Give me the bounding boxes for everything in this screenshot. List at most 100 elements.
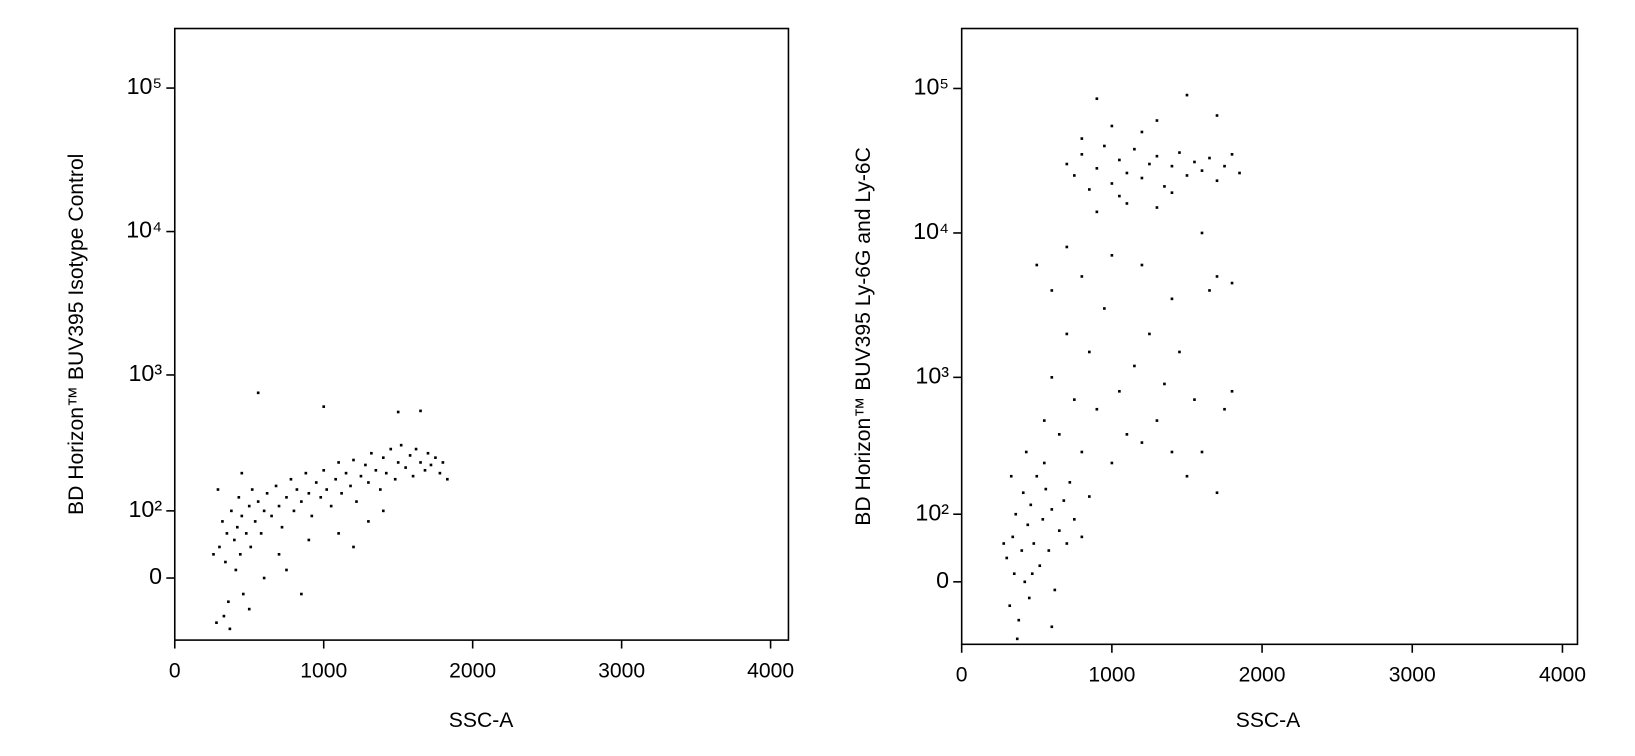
data-point [1163, 185, 1166, 188]
data-point [1080, 275, 1084, 278]
data-point [411, 474, 415, 478]
data-point [1223, 407, 1226, 411]
data-point [1020, 549, 1024, 552]
data-point [307, 492, 311, 495]
data-point [1012, 572, 1016, 576]
data-point [241, 592, 245, 596]
data-point [249, 545, 253, 549]
data-point [1073, 174, 1076, 177]
data-point [374, 468, 378, 472]
data-point [1155, 419, 1159, 422]
data-point [319, 496, 323, 499]
data-point [370, 451, 373, 455]
data-point [1065, 162, 1069, 166]
data-point [1026, 523, 1030, 527]
data-point [1125, 202, 1129, 205]
y-tick-label: 10³ [915, 362, 949, 388]
data-point [225, 532, 229, 535]
data-point [244, 532, 248, 535]
y-tick-label: 10² [915, 499, 949, 525]
data-point [1030, 572, 1034, 576]
data-point [1110, 461, 1114, 465]
x-tick-label: 1000 [300, 659, 347, 682]
data-point [1185, 93, 1189, 97]
data-point [1032, 542, 1036, 545]
x-tick-label: 4000 [1539, 664, 1586, 687]
data-point [446, 477, 449, 481]
data-point [404, 466, 407, 469]
data-point [1008, 604, 1012, 608]
data-point [1208, 156, 1211, 160]
data-point [352, 545, 355, 549]
y-tick-label: 0 [936, 567, 949, 593]
data-point [1095, 210, 1099, 214]
data-point [1065, 542, 1069, 545]
data-point [364, 463, 367, 467]
data-point [1050, 625, 1054, 629]
data-point [1118, 194, 1121, 198]
data-point [340, 492, 343, 495]
data-point [292, 509, 296, 513]
data-point [1050, 508, 1054, 511]
data-point [1080, 137, 1084, 140]
data-point [396, 410, 400, 414]
data-point [1068, 481, 1072, 484]
data-point [1011, 535, 1015, 539]
data-point [1047, 549, 1051, 552]
data-point [1148, 162, 1151, 166]
data-point [1103, 144, 1106, 148]
data-point [1125, 433, 1129, 436]
data-point [300, 592, 303, 596]
data-point [1170, 450, 1174, 454]
data-point [1118, 389, 1121, 393]
data-point [1041, 518, 1045, 521]
data-point [381, 509, 385, 513]
data-point [1140, 263, 1144, 267]
data-point [259, 532, 263, 535]
data-point [1148, 332, 1151, 336]
data-point [1073, 398, 1076, 401]
data-point [438, 471, 442, 475]
data-point [1080, 153, 1084, 156]
data-point [1038, 564, 1042, 568]
y-tick-label: 0 [149, 563, 162, 589]
data-point [1024, 450, 1028, 454]
data-point [1200, 450, 1204, 454]
data-point [1110, 124, 1114, 128]
data-point [1023, 580, 1027, 584]
x-tick-label: 3000 [1389, 664, 1436, 687]
data-point [1185, 474, 1189, 478]
data-point [1088, 188, 1091, 191]
data-point [379, 488, 382, 491]
data-point [393, 477, 397, 481]
data-point [1133, 364, 1136, 368]
data-point [1035, 263, 1039, 267]
data-point [367, 520, 370, 523]
x-axis-label: SSC-A [1236, 709, 1301, 732]
data-point [218, 545, 221, 549]
data-point [236, 525, 239, 529]
data-point [222, 614, 226, 618]
data-point [1062, 499, 1066, 502]
data-point [322, 468, 326, 472]
data-point [1155, 154, 1159, 158]
data-point [1080, 535, 1084, 539]
data-point [289, 477, 293, 481]
data-point [1009, 474, 1013, 478]
data-point [1021, 491, 1025, 495]
x-tick-label: 3000 [598, 659, 645, 682]
data-point [1215, 491, 1219, 495]
data-point [300, 500, 303, 503]
data-point [304, 471, 308, 475]
data-point [240, 471, 244, 475]
data-point [262, 509, 266, 513]
data-point [1133, 147, 1136, 151]
data-point [408, 454, 412, 457]
data-point [1017, 618, 1021, 622]
data-point [230, 509, 233, 513]
data-point [1125, 171, 1129, 175]
data-point [227, 600, 230, 604]
plot-frame [960, 27, 1579, 646]
data-point [234, 568, 238, 572]
data-point [1200, 231, 1204, 235]
